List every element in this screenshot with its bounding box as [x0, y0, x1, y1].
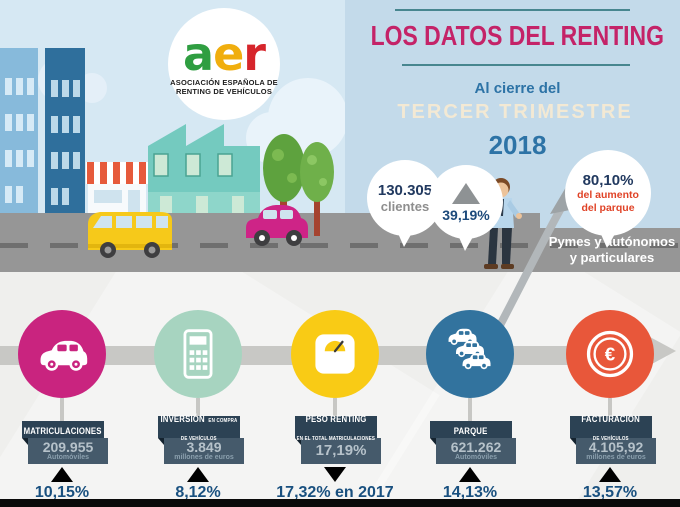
stat-value-box: 209.955 Automóviles: [28, 438, 108, 464]
page-title: LOS DATOS DEL RENTING: [370, 20, 665, 51]
stat-delta: 10,15%: [34, 484, 90, 501]
logo-subtitle-line2: RENTING DE VEHÍCULOS: [175, 87, 273, 96]
stat-value-box: 621.262 Automóviles: [436, 438, 516, 464]
connector-line: [196, 398, 200, 422]
park-share-label-line1: del aumento: [577, 188, 639, 201]
trend-up-icon: [459, 467, 481, 482]
header-year: 2018: [488, 130, 547, 160]
stat-delta: 14,13%: [442, 484, 498, 501]
trend-up-icon: [599, 467, 621, 482]
logo-letter-a: a: [183, 27, 214, 81]
stat-unit: millones de euros: [174, 454, 234, 461]
stat-title: FACTURACIÓN: [581, 414, 641, 425]
clients-bubble-tail: [397, 231, 413, 247]
stat-value: 17,19%: [315, 442, 367, 459]
aer-logo: aer ASOCIACIÓN ESPAÑOLA DE RENTING DE VE…: [168, 8, 280, 120]
aer-wordmark: aer: [183, 31, 266, 77]
growth-bubble: 39,19%: [429, 165, 503, 239]
euro-icon: €: [586, 330, 634, 378]
stat-delta: 8,12%: [175, 484, 221, 501]
stat-title-small: EN EL TOTAL MATRICULACIONES: [296, 436, 376, 442]
stat-delta: 17,32% en 2017: [276, 484, 394, 501]
connector-line: [60, 398, 64, 422]
header-rule-bottom: [402, 64, 630, 66]
ribbon-fold: [22, 438, 28, 445]
stat-value: 209.955: [42, 439, 94, 455]
stat-unit: Automóviles: [46, 454, 89, 461]
logo-letter-e: e: [213, 27, 244, 81]
growth-bubble-tail: [458, 235, 474, 251]
ribbon-fold: [570, 438, 576, 445]
park-share-bubble: 80,10% del aumento del parque: [565, 150, 651, 236]
clients-value: 130.305: [377, 182, 433, 199]
logo-subtitle: ASOCIACIÓN ESPAÑOLA DE RENTING DE VEHÍCU…: [170, 78, 278, 96]
park-share-value: 80,10%: [582, 171, 634, 189]
ribbon-fold: [430, 438, 436, 445]
stat-value: 621.262: [450, 439, 502, 455]
connector-line: [333, 398, 337, 422]
stat-title: PESO RENTING: [305, 414, 367, 425]
calculator-icon: [183, 329, 213, 379]
stat-title: PARQUE: [454, 425, 488, 437]
stat-value-box: 4.105,92 millones de euros: [576, 438, 656, 464]
stat-ribbon: FACTURACIÓN DE VEHÍCULOS: [570, 414, 652, 442]
ribbon-fold: [158, 438, 164, 445]
trend-down-icon: [324, 467, 346, 482]
stat-title: INVERSIÓN: [160, 414, 205, 425]
ribbon-fold: [295, 438, 301, 445]
logo-letter-r: r: [243, 27, 266, 81]
scale-icon: [315, 334, 355, 374]
stat-title: MATRICULACIONES: [23, 425, 103, 437]
clients-bubble: 130.305 clientes: [367, 160, 443, 236]
park-share-bubble-tail: [600, 232, 616, 248]
stat-value-box: 3.849 millones de euros: [164, 438, 244, 464]
yellow-bus: [88, 212, 172, 258]
header-rule-top: [395, 9, 630, 11]
stat-facturacion: € FACTURACIÓN DE VEHÍCULOS 4.105,92 mill…: [544, 300, 676, 505]
stat-value: 3.849: [186, 439, 222, 455]
park-share-label-line2: del parque: [581, 201, 635, 214]
street-foreground: [88, 134, 334, 258]
stat-value-box: 17,19%: [301, 438, 381, 464]
header-subtitle: Al cierre del: [474, 80, 561, 97]
timeline-arrowhead-icon: [650, 337, 676, 365]
road-note-line2: y particulares: [569, 250, 655, 265]
stat-matriculaciones: MATRICULACIONES 209.955 Automóviles 10,1…: [0, 300, 128, 505]
pink-car: [246, 205, 308, 246]
stat-ribbon: PESO RENTING EN EL TOTAL MATRICULACIONES: [295, 414, 377, 442]
logo-subtitle-line1: ASOCIACIÓN ESPAÑOLA DE: [170, 78, 278, 87]
stat-inversion: INVERSIÓN EN COMPRA DE VEHÍCULOS 3.849 m…: [132, 300, 264, 505]
stat-circle-peso-renting: [291, 310, 379, 398]
stat-unit: millones de euros: [586, 454, 646, 461]
up-triangle-icon: [452, 183, 480, 204]
stat-title-small: DE VEHÍCULOS: [593, 436, 629, 442]
stat-circle-matriculaciones: [18, 310, 106, 398]
trend-up-icon: [187, 467, 209, 482]
trend-up-icon: [51, 467, 73, 482]
stat-peso-renting: PESO RENTING EN EL TOTAL MATRICULACIONES…: [269, 300, 401, 505]
stat-delta: 13,57%: [582, 484, 638, 501]
connector-line: [608, 398, 612, 422]
stat-circle-parque: [426, 310, 514, 398]
header-period: TERCER TRIMESTRE: [397, 101, 633, 123]
bottom-bar: [0, 499, 680, 507]
road-lane-markings: [0, 243, 680, 248]
stat-title-small: DE VEHÍCULOS: [181, 436, 217, 442]
euro-glyph: €: [605, 344, 616, 365]
growth-value: 39,19%: [442, 207, 490, 223]
stat-ribbon: PARQUE: [430, 421, 512, 438]
stat-circle-inversion: [154, 310, 242, 398]
stat-unit: Automóviles: [454, 454, 497, 461]
stat-parque: PARQUE 621.262 Automóviles 14,13%: [404, 300, 536, 505]
stat-title-inline: EN COMPRA: [208, 418, 238, 424]
connector-line: [468, 398, 472, 422]
clients-label: clientes: [380, 199, 430, 214]
stat-ribbon: MATRICULACIONES: [22, 421, 104, 438]
stat-ribbon: INVERSIÓN EN COMPRA DE VEHÍCULOS: [158, 414, 240, 442]
stat-circle-facturacion: €: [566, 310, 654, 398]
car-icon: [40, 340, 88, 371]
cars-icon: [448, 328, 491, 370]
stat-value: 4.105,92: [588, 439, 644, 455]
